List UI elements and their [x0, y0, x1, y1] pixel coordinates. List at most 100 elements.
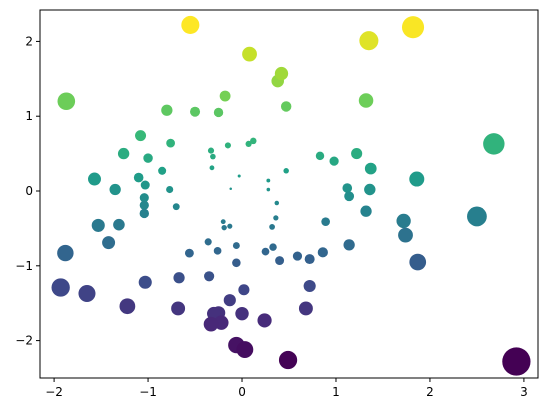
scatter-point [304, 254, 315, 265]
scatter-point [342, 183, 353, 193]
scatter-point [232, 258, 241, 268]
scatter-point [237, 174, 241, 178]
scatter-point [78, 284, 96, 303]
scatter-point [161, 104, 173, 116]
scatter-point [181, 15, 200, 34]
axes-frame [39, 9, 539, 379]
x-tick-label: 2 [426, 385, 434, 399]
scatter-point [143, 153, 153, 163]
scatter-point [364, 183, 376, 196]
scatter-point [360, 205, 372, 217]
scatter-point [119, 298, 136, 315]
scatter-point [250, 137, 257, 145]
scatter-point [502, 347, 531, 376]
scatter-point [235, 306, 249, 321]
scatter-point [396, 213, 411, 229]
scatter-point [117, 147, 130, 160]
scatter-point [133, 172, 144, 183]
y-tick-label: 2 [25, 34, 33, 48]
scatter-point [292, 251, 303, 261]
scatter-point [166, 138, 175, 148]
scatter-point [283, 168, 289, 174]
y-tick-label: −1 [15, 259, 33, 273]
scatter-point [220, 219, 226, 225]
scatter-point [266, 187, 271, 192]
x-tick-label: 1 [332, 385, 340, 399]
y-tick-label: −2 [15, 334, 33, 348]
scatter-point [238, 284, 250, 296]
scatter-point [158, 166, 167, 175]
scatter-point [223, 294, 236, 307]
scatter-point [467, 206, 487, 227]
scatter-point [219, 90, 231, 102]
x-tick-label: −1 [139, 385, 157, 399]
scatter-point [138, 275, 152, 289]
y-tick-label: 1 [25, 109, 33, 123]
scatter-point [139, 193, 149, 203]
scatter-point [171, 301, 186, 316]
scatter-point [210, 153, 216, 160]
scatter-point [298, 301, 313, 316]
scatter-point [224, 142, 231, 149]
scatter-point [236, 341, 254, 359]
scatter-point [274, 200, 280, 206]
scatter-point [280, 101, 292, 112]
scatter-point [242, 46, 257, 62]
scatter-point [173, 272, 185, 284]
x-tick-label: 0 [238, 385, 246, 399]
y-axis: −2 −1 0 1 2 [15, 34, 40, 348]
scatter-point [57, 244, 74, 262]
scatter-point [190, 106, 201, 117]
scatter-point [221, 224, 227, 231]
scatter-point [329, 156, 339, 166]
data-points [51, 15, 531, 376]
scatter-point [209, 165, 215, 171]
scatter-point [315, 151, 325, 161]
scatter-point [257, 313, 272, 328]
scatter-point [261, 247, 270, 256]
scatter-point [303, 279, 316, 293]
scatter-point [139, 208, 149, 219]
scatter-point [344, 191, 355, 202]
scatter-point [321, 217, 330, 226]
scatter-point [269, 224, 275, 230]
scatter-point [269, 243, 277, 251]
scatter-point [275, 256, 285, 266]
scatter-point [317, 247, 328, 258]
scatter-point [266, 178, 271, 183]
scatter-point [109, 183, 121, 196]
scatter-point [358, 93, 374, 108]
scatter-point [278, 350, 298, 370]
scatter-point [401, 16, 425, 39]
scatter-point [166, 185, 174, 194]
scatter-point [88, 172, 101, 186]
scatter-point [409, 253, 427, 271]
scatter-point [359, 31, 379, 51]
scatter-point [273, 215, 279, 221]
scatter-point [203, 316, 219, 332]
scatter-point [204, 271, 215, 282]
scatter-point [139, 200, 149, 210]
scatter-point [140, 180, 150, 190]
scatter-point [351, 148, 363, 160]
scatter-point [135, 130, 147, 142]
scatter-point [483, 133, 505, 155]
x-tick-label: −2 [45, 385, 63, 399]
scatter-point [51, 278, 70, 297]
scatter-point [57, 92, 76, 111]
scatter-point [207, 147, 215, 154]
scatter-point [172, 203, 180, 211]
scatter-point [232, 242, 240, 250]
scatter-point [213, 107, 224, 118]
scatter-point [227, 223, 233, 229]
scatter-point [364, 162, 377, 175]
y-tick-label: 0 [25, 184, 33, 198]
scatter-point [185, 248, 194, 258]
scatter-point [274, 66, 289, 81]
scatter-point [213, 247, 222, 255]
scatter-point [102, 236, 116, 250]
scatter-point [245, 140, 252, 147]
scatter-point [204, 238, 212, 246]
